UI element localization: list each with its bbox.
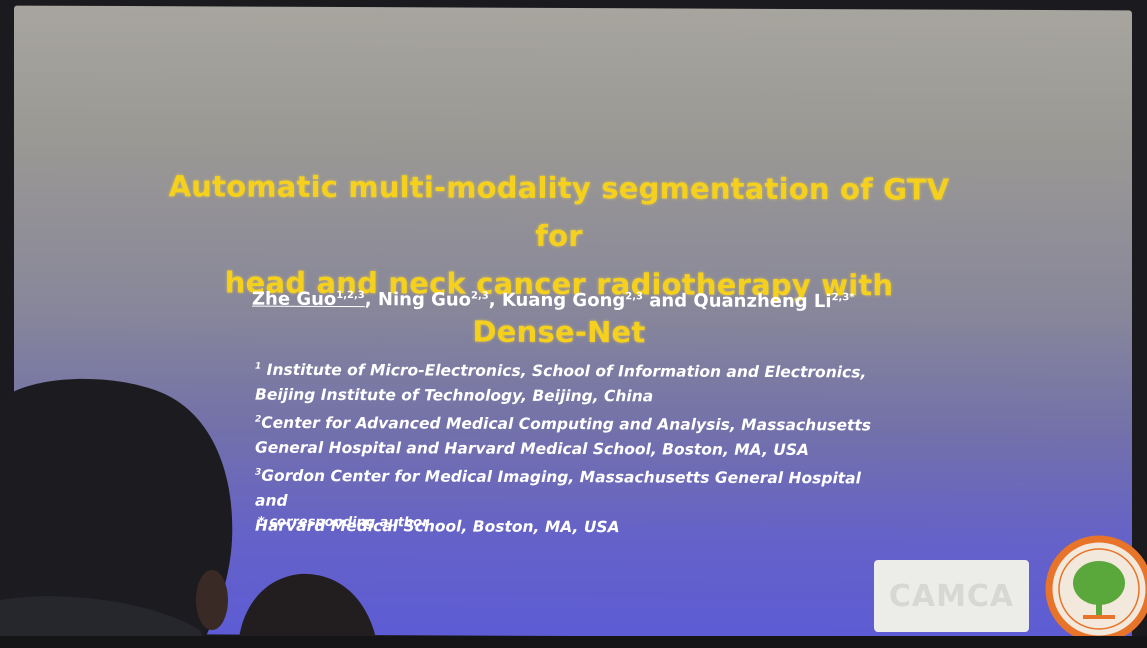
audience-shoulder-left (0, 596, 205, 648)
audience-head-right (238, 573, 378, 648)
screen-bezel (0, 636, 1147, 648)
audience-head-left (0, 378, 233, 648)
audience-ear-left (196, 570, 228, 630)
camca-logo: CAMCA (874, 560, 1029, 632)
camca-logo-text: CAMCA (888, 578, 1015, 614)
